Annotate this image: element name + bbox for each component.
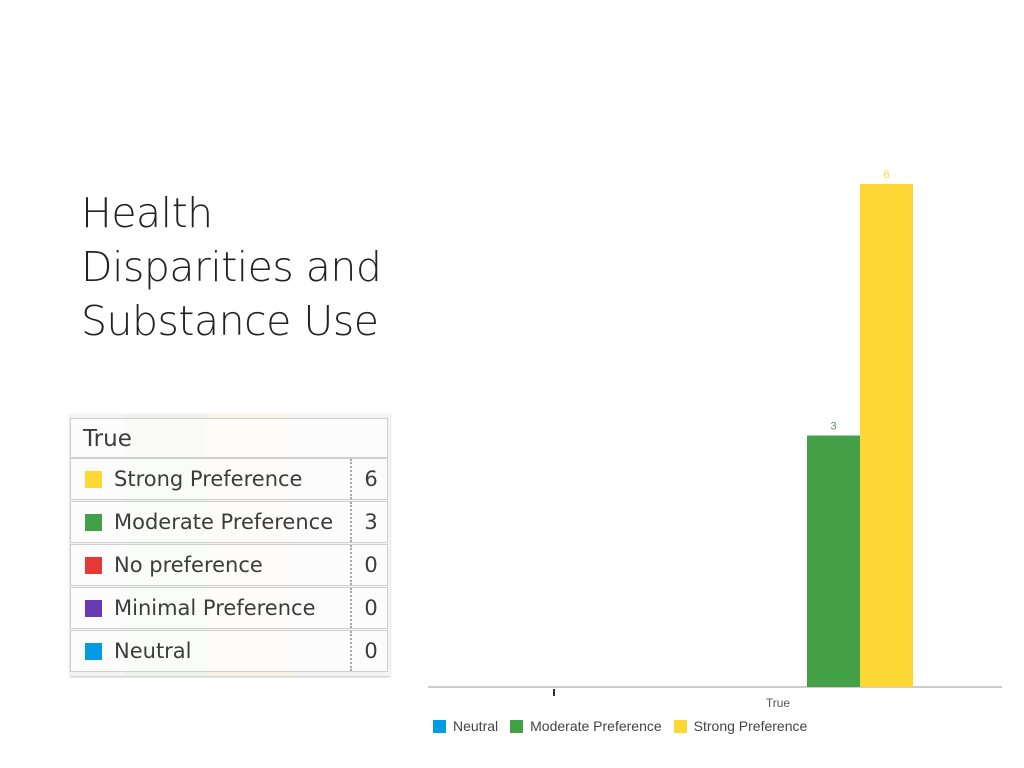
- summary-row-count: 3: [364, 510, 378, 534]
- slide-title-line-1: Health: [81, 189, 213, 237]
- column-divider: [350, 459, 352, 499]
- legend-item: Strong Preference: [673, 718, 808, 734]
- summary-row-count: 0: [364, 553, 378, 577]
- summary-row-label: Neutral: [114, 639, 192, 663]
- minimal-preference-swatch: [85, 600, 102, 617]
- summary-row-count: 0: [364, 639, 378, 663]
- summary-table: True Strong Preference 6 Moderate Prefer…: [70, 414, 390, 676]
- data-label: 3: [830, 421, 836, 433]
- data-label: 6: [883, 169, 889, 181]
- slide-title-line-2: Disparities and: [81, 243, 382, 291]
- slide-title: Health Disparities and Substance Use: [81, 186, 411, 348]
- summary-row-neutral: Neutral 0: [70, 630, 388, 672]
- summary-table-header: True: [70, 418, 388, 458]
- summary-row-no-preference: No preference 0: [70, 544, 388, 586]
- legend-swatch: [510, 719, 524, 733]
- summary-row-label: Minimal Preference: [114, 596, 316, 620]
- legend-label: Strong Preference: [693, 718, 808, 734]
- column-divider: [350, 588, 352, 628]
- summary-row-moderate-preference: Moderate Preference 3: [70, 501, 388, 543]
- column-divider: [350, 502, 352, 542]
- bar-chart-plot: 3 6 True: [428, 169, 1002, 710]
- slide-title-line-3: Substance Use: [81, 297, 379, 345]
- summary-row-count: 0: [364, 596, 378, 620]
- legend-label: Neutral: [453, 718, 499, 734]
- summary-row-minimal-preference: Minimal Preference 0: [70, 587, 388, 629]
- summary-row-label: No preference: [114, 553, 263, 577]
- bar-moderate-preference: [807, 435, 860, 687]
- summary-row-count: 6: [364, 467, 378, 491]
- summary-table-header-label: True: [83, 426, 132, 452]
- summary-row-label: Moderate Preference: [114, 510, 334, 534]
- legend-label: Moderate Preference: [530, 718, 662, 734]
- bar-strong-preference: [860, 184, 913, 687]
- chart-legend: Neutral Moderate Preference Strong Prefere…: [433, 718, 807, 734]
- neutral-swatch: [85, 643, 102, 660]
- summary-row-strong-preference: Strong Preference 6: [70, 458, 388, 500]
- x-tick-label: True: [766, 696, 791, 710]
- legend-item: Moderate Preference: [510, 718, 662, 734]
- strong-preference-swatch: [85, 471, 102, 488]
- legend-swatch: [433, 719, 446, 733]
- column-divider: [350, 545, 352, 585]
- moderate-preference-swatch: [85, 514, 102, 531]
- legend-item: Neutral: [433, 718, 498, 734]
- no-preference-swatch: [85, 557, 102, 574]
- column-divider: [350, 631, 352, 671]
- legend-swatch: [673, 719, 687, 733]
- summary-row-label: Strong Preference: [114, 467, 303, 491]
- bar-chart: 3 6 True: [420, 160, 1010, 760]
